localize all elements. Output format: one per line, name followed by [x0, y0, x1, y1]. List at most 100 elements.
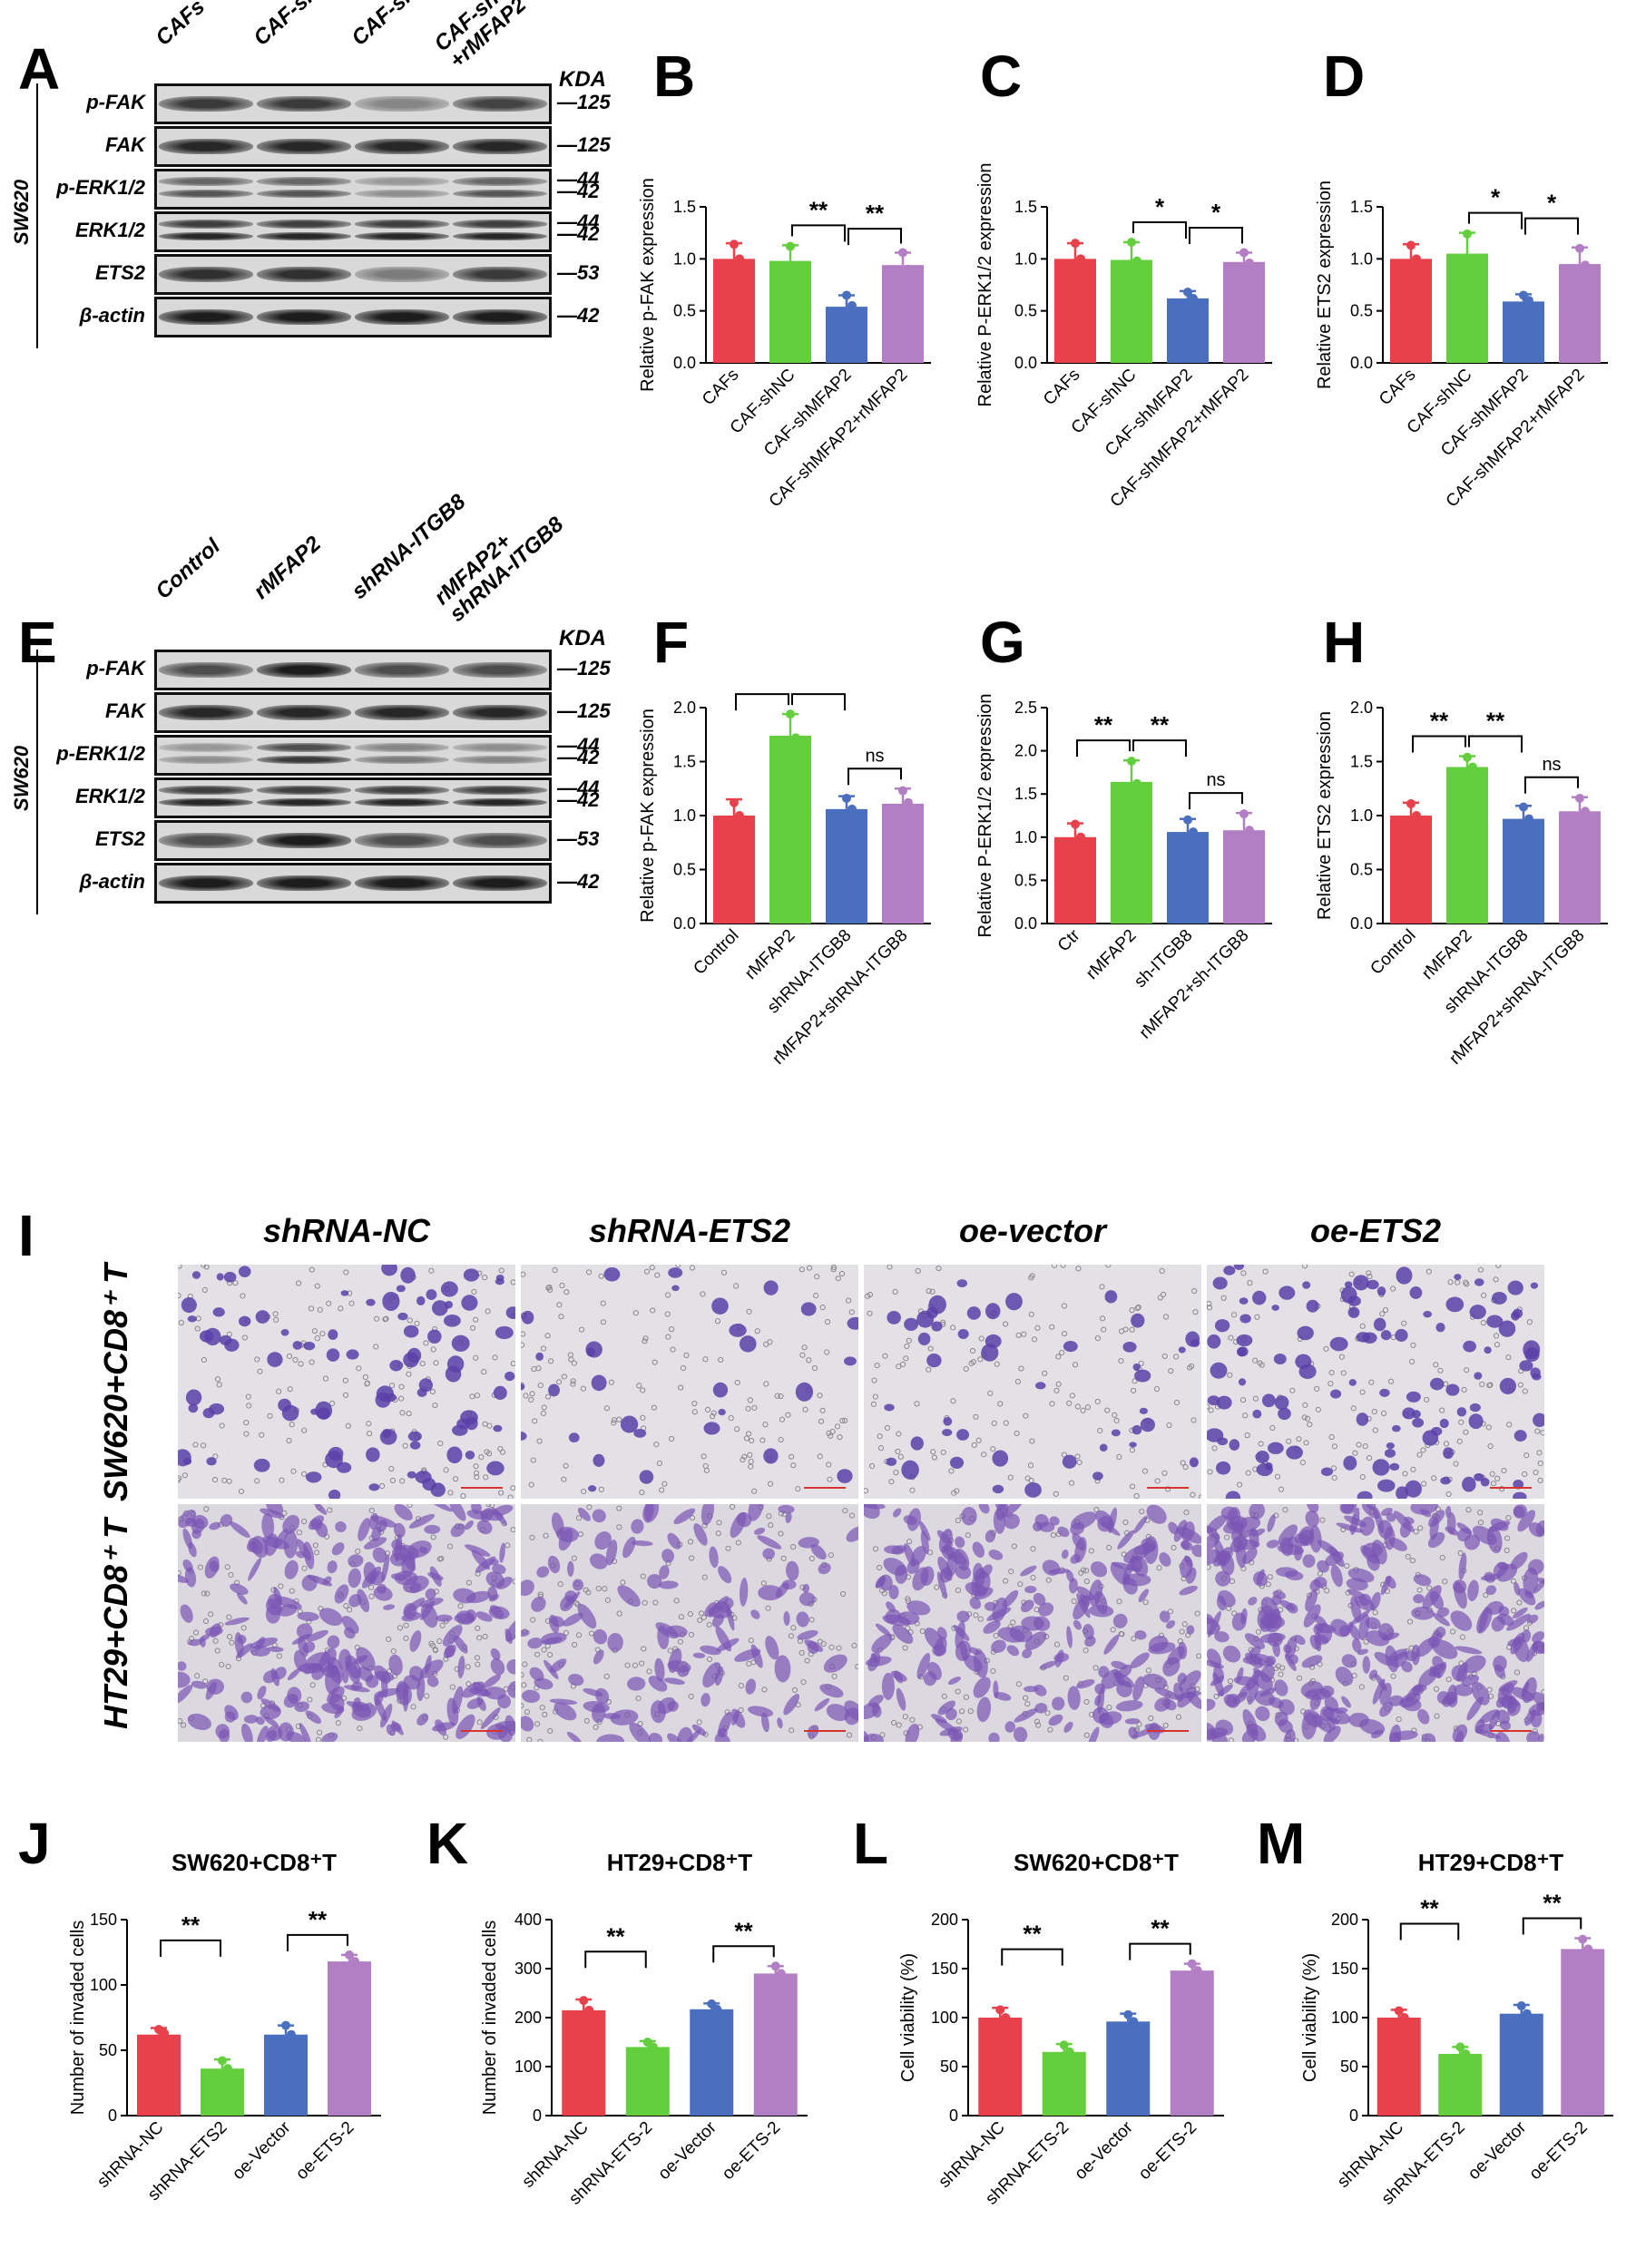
membrane-pore [212, 1637, 219, 1644]
membrane-pore [1061, 1303, 1068, 1309]
stained-cell [1178, 1641, 1188, 1659]
membrane-pore [357, 1725, 363, 1732]
stained-cell [397, 1312, 408, 1321]
membrane-pore [289, 1588, 295, 1594]
stained-cell [220, 1514, 233, 1527]
stained-cell [934, 1637, 947, 1657]
membrane-pore [790, 1544, 797, 1550]
stained-cell [1485, 1585, 1497, 1596]
stained-cell [1513, 1504, 1527, 1518]
membrane-pore [388, 1383, 396, 1389]
stained-cell [1377, 1623, 1395, 1641]
membrane-pore [940, 1319, 946, 1325]
blot-row-label: p-ERK1/2 [56, 175, 145, 199]
stained-cell [446, 1446, 463, 1464]
stained-cell [429, 1566, 442, 1587]
stained-cell [956, 1610, 970, 1623]
stained-cell [476, 1520, 493, 1535]
significance-label: * [1491, 184, 1501, 211]
stained-cell [1356, 1413, 1369, 1426]
bar [625, 2047, 670, 2116]
membrane-pore [429, 1642, 436, 1648]
stained-cell [191, 1680, 208, 1689]
membrane-pore [839, 1417, 846, 1424]
membrane-pore [616, 1524, 622, 1530]
y-tick-label: 1.0 [1014, 828, 1037, 846]
membrane-pore [201, 1286, 208, 1294]
significance-label: ** [809, 196, 828, 223]
stained-cell [1455, 1646, 1483, 1655]
bar [1223, 261, 1265, 363]
stained-cell [1092, 1471, 1103, 1481]
membrane-pore [940, 1449, 946, 1455]
molecular-weight-label: —125 [557, 90, 611, 113]
stained-cell [936, 1571, 947, 1599]
membrane-pore [598, 1486, 604, 1492]
membrane-pore [259, 1432, 265, 1438]
membrane-pore [1007, 1474, 1014, 1481]
membrane-pore [537, 1383, 544, 1389]
membrane-pore [522, 1661, 528, 1667]
stained-cell [389, 1360, 403, 1372]
data-point [1583, 1944, 1593, 1954]
membrane-pore [1319, 1517, 1326, 1523]
membrane-pore [1161, 1470, 1168, 1476]
membrane-pore [1340, 1370, 1347, 1376]
membrane-pore [292, 1356, 299, 1364]
stained-cell [992, 1484, 1004, 1494]
membrane-pore [867, 1310, 873, 1316]
membrane-pore [219, 1661, 225, 1667]
membrane-pore [1003, 1321, 1009, 1327]
stained-cell [1001, 1504, 1024, 1519]
membrane-pore [178, 1717, 183, 1725]
data-point [847, 300, 857, 310]
stained-cell [1324, 1696, 1339, 1713]
stained-cell [1524, 1709, 1536, 1726]
membrane-pore [955, 1688, 961, 1695]
membrane-pore [1323, 1345, 1329, 1352]
membrane-pore [651, 1404, 657, 1411]
membrane-pore [544, 1333, 551, 1339]
membrane-pore [955, 1718, 962, 1725]
stained-cell [1293, 1634, 1306, 1646]
stained-cell [890, 1670, 907, 1682]
stained-cell [1215, 1461, 1231, 1475]
membrane-pore [725, 1545, 731, 1551]
stained-cell [472, 1681, 488, 1696]
stained-cell [490, 1647, 501, 1660]
stained-cell [753, 1527, 766, 1535]
stained-cell [358, 1518, 371, 1541]
stained-cell [292, 1340, 302, 1350]
bar [1223, 830, 1265, 924]
stained-cell [1436, 1607, 1450, 1618]
membrane-pore [646, 1668, 652, 1675]
stained-cell [1474, 1278, 1484, 1286]
stained-cell [1491, 1292, 1507, 1305]
stained-cell [403, 1675, 421, 1690]
protein-band [355, 755, 449, 764]
membrane-pore [828, 1644, 835, 1650]
stained-cell [1034, 1616, 1051, 1631]
membrane-pore [1431, 1475, 1437, 1481]
membrane-pore [1416, 1452, 1423, 1458]
significance-bracket [1522, 1917, 1582, 1935]
protein-band [453, 96, 547, 112]
stained-cell [541, 1632, 567, 1645]
membrane-pore [1457, 1549, 1464, 1557]
y-tick-label: 1.5 [1014, 785, 1037, 803]
protein-band [257, 267, 351, 282]
western-blot-e: Control rMFAP2 shRNA-ITGB8 rMFAP2+ shRNA-IT… [0, 490, 635, 1161]
stained-cell [243, 1715, 259, 1724]
stained-cell [366, 1298, 376, 1306]
membrane-pore [801, 1344, 808, 1351]
molecular-weight-label: —44 [557, 776, 600, 799]
stained-cell [884, 1403, 895, 1412]
stained-cell [521, 1432, 527, 1441]
stained-cell [1024, 1631, 1047, 1650]
x-tick-label: Control [690, 926, 742, 979]
stained-cell [577, 1603, 597, 1629]
y-tick-label: 2.5 [1014, 699, 1037, 717]
stained-cell [991, 1639, 1006, 1654]
stained-cell [1042, 1559, 1061, 1576]
membrane-pore [1083, 1578, 1090, 1585]
